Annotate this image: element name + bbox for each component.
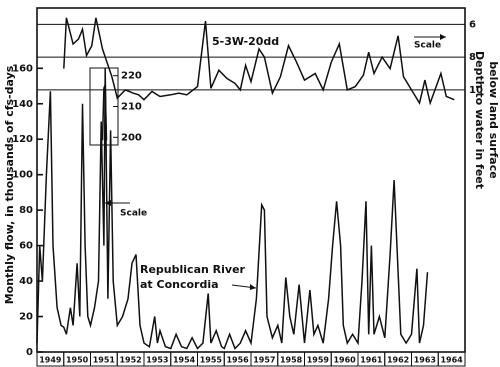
annotation: Scale: [120, 209, 147, 219]
series-line: [63, 17, 455, 106]
y-axis-label: Monthly flow, in thousands of cfs-days: [3, 65, 16, 304]
y-tick-label: 80: [19, 205, 33, 216]
x-tick-label: 1954: [173, 356, 196, 365]
x-tick-label: 1962: [387, 356, 409, 365]
y-tick-label: 20: [19, 312, 33, 323]
annotation: Republican River: [140, 263, 246, 276]
annotation: 5-3W-20dd: [212, 35, 279, 48]
x-tick-label: 1960: [333, 356, 356, 365]
x-tick-label: 1963: [414, 356, 436, 365]
x-tick-label: 1957: [253, 356, 275, 365]
x-tick-label: 1961: [360, 356, 383, 365]
y-tick-label: 160: [12, 63, 33, 74]
x-tick-label: 1956: [226, 356, 249, 365]
y-tick-label: 40: [19, 276, 33, 287]
x-tick-label: 1955: [200, 356, 223, 365]
inset-tick-label: 200: [121, 132, 142, 143]
arrow-head: [250, 284, 256, 290]
x-tick-label: 1958: [280, 356, 303, 365]
x-tick-label: 1959: [307, 356, 330, 365]
series-line: [36, 68, 429, 350]
x-tick-label: 1949: [39, 356, 62, 365]
x-tick-label: 1964: [440, 356, 463, 365]
x-tick-label: 1952: [119, 356, 141, 365]
inset-line: [101, 84, 108, 141]
y-tick-label: 140: [12, 99, 33, 110]
arrow-head: [440, 34, 446, 40]
inset-tick-label: 210: [121, 102, 142, 113]
year-cell: [437, 351, 466, 367]
y-tick-label: 0: [26, 347, 33, 358]
y2-axis-label: below land surface: [487, 61, 500, 178]
y2-tick-label: 10: [469, 85, 483, 96]
y2-tick-label: 6: [469, 19, 476, 30]
annotation: Scale: [414, 41, 441, 51]
annotation: at Concordia: [140, 278, 219, 291]
x-tick-label: 1951: [93, 356, 116, 365]
inset-tick-label: 220: [121, 71, 142, 82]
x-tick-label: 1953: [146, 356, 168, 365]
y-tick-label: 60: [19, 241, 33, 252]
y2-axis-label: Depth to water in feet: [473, 51, 486, 189]
y-tick-label: 100: [12, 170, 33, 181]
x-tick-label: 1950: [66, 356, 89, 365]
y-tick-label: 120: [12, 134, 33, 145]
y2-tick-label: 8: [469, 52, 476, 63]
